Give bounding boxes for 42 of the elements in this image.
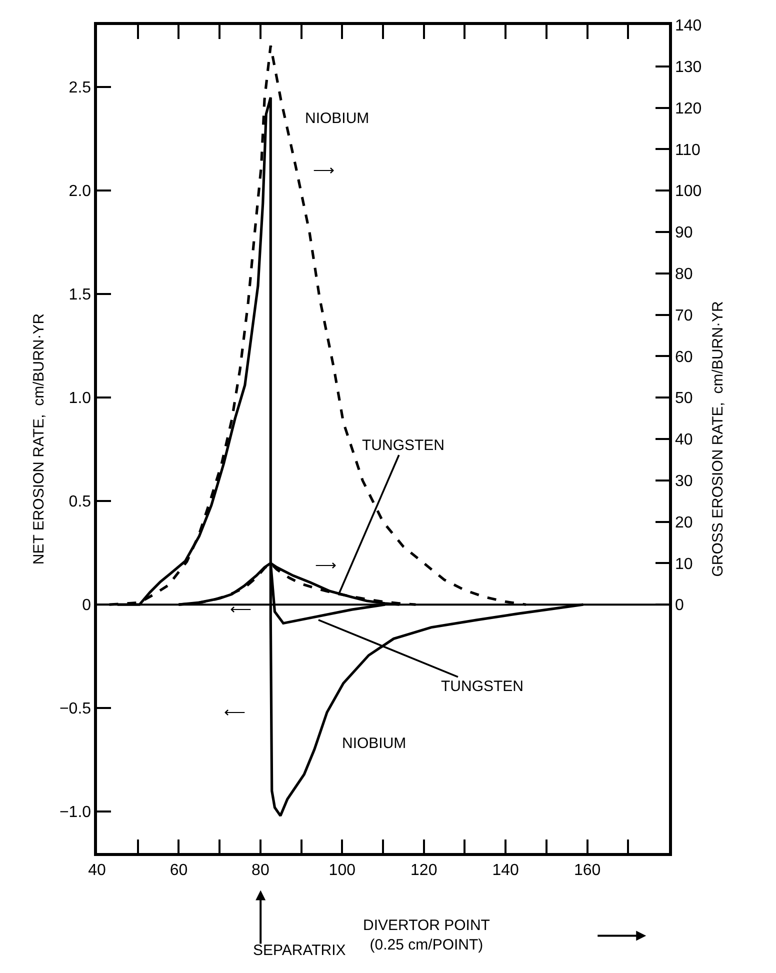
y-tick-label: 0.5 bbox=[68, 494, 92, 511]
y2-tick-label: 90 bbox=[674, 224, 693, 242]
y2-tick-label: 100 bbox=[674, 183, 702, 200]
y2-tick-label: 40 bbox=[674, 432, 693, 449]
text: SEPARATRIX bbox=[253, 942, 346, 959]
y2-tick-label: 120 bbox=[674, 100, 702, 118]
y-tick-label: −0.5 bbox=[59, 700, 92, 718]
y2-tick-label: 70 bbox=[674, 307, 693, 324]
y-tick-label: 0 bbox=[82, 597, 92, 614]
annotation: NIOBIUM bbox=[342, 735, 406, 752]
y-tick-label: 2.0 bbox=[68, 183, 92, 200]
x-tick-label: 100 bbox=[328, 862, 356, 879]
y2-tick-label: 130 bbox=[674, 59, 702, 76]
x-tick-label: 120 bbox=[410, 862, 438, 879]
y2-tick-label: 50 bbox=[674, 390, 693, 408]
x-tick-label: 40 bbox=[88, 862, 106, 879]
annotation: ⟵ bbox=[230, 601, 252, 618]
annotation: ⟶ bbox=[313, 162, 335, 179]
y2-axis-title: GROSS EROSION RATE, cm/BURN·YR bbox=[710, 301, 727, 577]
y-tick-label: 1.0 bbox=[68, 390, 92, 408]
annotation: ⟶ bbox=[315, 557, 337, 574]
y-tick-label: −1.0 bbox=[59, 804, 92, 822]
x-tick-label: 140 bbox=[492, 862, 520, 879]
annotation: TUNGSTEN bbox=[441, 678, 524, 695]
x-tick-label: 80 bbox=[252, 862, 270, 879]
y2-tick-label: 10 bbox=[674, 556, 693, 573]
y2-tick-label: 0 bbox=[674, 597, 684, 614]
x-axis-title: DIVERTOR POINT (0.25 cm/POINT) bbox=[363, 917, 490, 954]
y2-tick-label: 30 bbox=[674, 473, 693, 490]
annotation: TUNGSTEN bbox=[362, 437, 444, 454]
y2-tick-label: 60 bbox=[674, 348, 693, 366]
y2-tick-label: 80 bbox=[674, 266, 693, 283]
y2-tick-label: 110 bbox=[674, 142, 701, 159]
y-axis-title: NET EROSION RATE, cm/BURN·YR bbox=[30, 313, 48, 565]
y-tick-label: 1.5 bbox=[68, 286, 92, 304]
x-tick-label: 60 bbox=[170, 862, 188, 879]
y2-tick-label: 140 bbox=[674, 18, 702, 35]
x-tick-label: 160 bbox=[574, 862, 601, 879]
y-tick-label: 2.5 bbox=[68, 80, 92, 97]
annotation: ⟵ bbox=[224, 704, 246, 721]
annotation: NIOBIUM bbox=[305, 110, 370, 127]
y2-tick-label: 20 bbox=[674, 514, 693, 532]
